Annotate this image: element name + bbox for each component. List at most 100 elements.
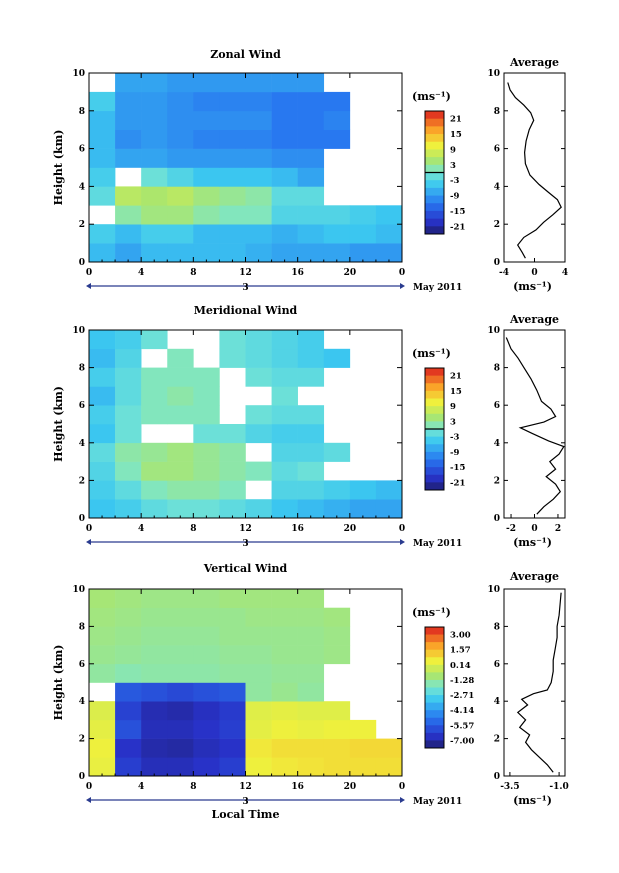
heatmap-cell [219,499,246,519]
heatmap-cell [323,129,351,149]
heatmap-cell [271,330,298,350]
colorbar-segment [425,172,444,181]
heatmap-cell [271,663,298,683]
colorbar-segment [425,467,444,476]
heatmap-cell [89,405,116,425]
panel-title: Meridional Wind [194,304,298,317]
colorbar-segment [425,368,444,377]
colorbar-segment [425,634,444,643]
heatmap-cell [193,424,220,444]
colorbar-segment [425,118,444,127]
profile-frame [503,588,566,777]
heatmap-cell [115,424,142,444]
heatmap-cell [89,499,116,519]
heatmap-cell [297,701,325,721]
heatmap-cell [141,645,168,665]
heatmap-cell [141,442,168,462]
heatmap-cell [115,480,142,500]
colorbar-segment [425,664,444,673]
panel-title: Vertical Wind [203,562,288,575]
heatmap-cell [141,701,168,721]
heatmap-cell [245,148,272,168]
colorbar-segment [425,164,444,173]
heatmap-cell [115,224,142,244]
heatmap-cell [349,480,377,500]
colorbar-tick-label: -9 [450,448,460,458]
heatmap-cell [219,348,246,368]
heatmap-cell [219,243,246,263]
heatmap-cell [193,91,220,112]
y-tick-label: 0 [79,514,85,524]
heatmap-cell [219,461,246,481]
heatmap-cell [271,626,298,646]
heatmap-cell [323,701,351,721]
heatmap-cell [323,607,351,627]
heatmap-cell [245,330,272,350]
heatmap-cell [219,626,246,646]
heatmap-cell [219,442,246,462]
profile-x-tick-label: -4 [499,268,509,278]
profile-x-axis-label: (ms⁻¹) [513,536,552,549]
date-line-start [86,283,91,289]
colorbar-tick-label: 3 [450,417,456,427]
heatmap-cell [89,442,116,462]
heatmap-cell [271,682,298,702]
heatmap-cell [297,663,325,683]
heatmap-cell [115,442,142,462]
heatmap-cell [193,110,220,130]
colorbar-segment [425,657,444,666]
heatmap-cell [89,589,116,608]
heatmap-cell [297,148,325,168]
profile-line [505,337,565,515]
profile-title: Average [509,313,559,326]
colorbar-tick-label: 0.14 [450,661,471,671]
heatmap-cell [375,757,403,777]
y-tick-label: 6 [79,660,85,670]
heatmap-cell [245,348,272,368]
heatmap-cell [89,607,116,627]
heatmap-cell [89,110,116,130]
x-tick-label: 4 [138,268,144,278]
x-tick-label: 12 [239,268,252,278]
heatmap-cell [193,499,220,519]
colorbar-segment [425,187,444,196]
heatmap-cell [141,626,168,646]
heatmap-cell [245,607,272,627]
heatmap-cell [245,186,272,206]
heatmap-cell [193,186,220,206]
heatmap-cell [245,73,272,93]
heatmap-cell [89,186,116,206]
colorbar-segment [425,429,444,438]
heatmap-cell [297,224,325,244]
colorbar-unit-label: (ms⁻¹) [412,347,451,360]
heatmap-cell [89,424,116,444]
heatmap-cell [89,719,116,739]
heatmap-cell [297,757,325,777]
heatmap-cell [219,719,246,739]
colorbar-tick-label: -21 [450,478,465,488]
heatmap-cell [245,701,272,721]
heatmap-cell [141,129,168,149]
y-tick-label: 2 [79,735,85,745]
date-label: 3 [242,797,248,807]
profile-y-tick-label: 4 [494,439,500,449]
heatmap-cell [193,480,220,500]
heatmap-cell [141,757,168,777]
profile-y-tick-label: 0 [494,514,500,524]
heatmap-cell [271,405,298,425]
heatmap-cell [271,499,298,519]
heatmap-cell [115,499,142,519]
x-tick-label: 8 [190,782,196,792]
heatmap-cell [141,167,168,187]
heatmap-cell [271,367,298,387]
heatmap-cell [323,110,351,130]
colorbar-tick-label: 15 [450,130,462,140]
heatmap-cell [297,480,325,500]
heatmap-cell [271,129,298,149]
heatmap-cell [167,461,194,481]
heatmap-cell [141,719,168,739]
colorbar-segment [425,679,444,688]
heatmap-cell [219,205,246,225]
heatmap-cell [141,330,168,350]
